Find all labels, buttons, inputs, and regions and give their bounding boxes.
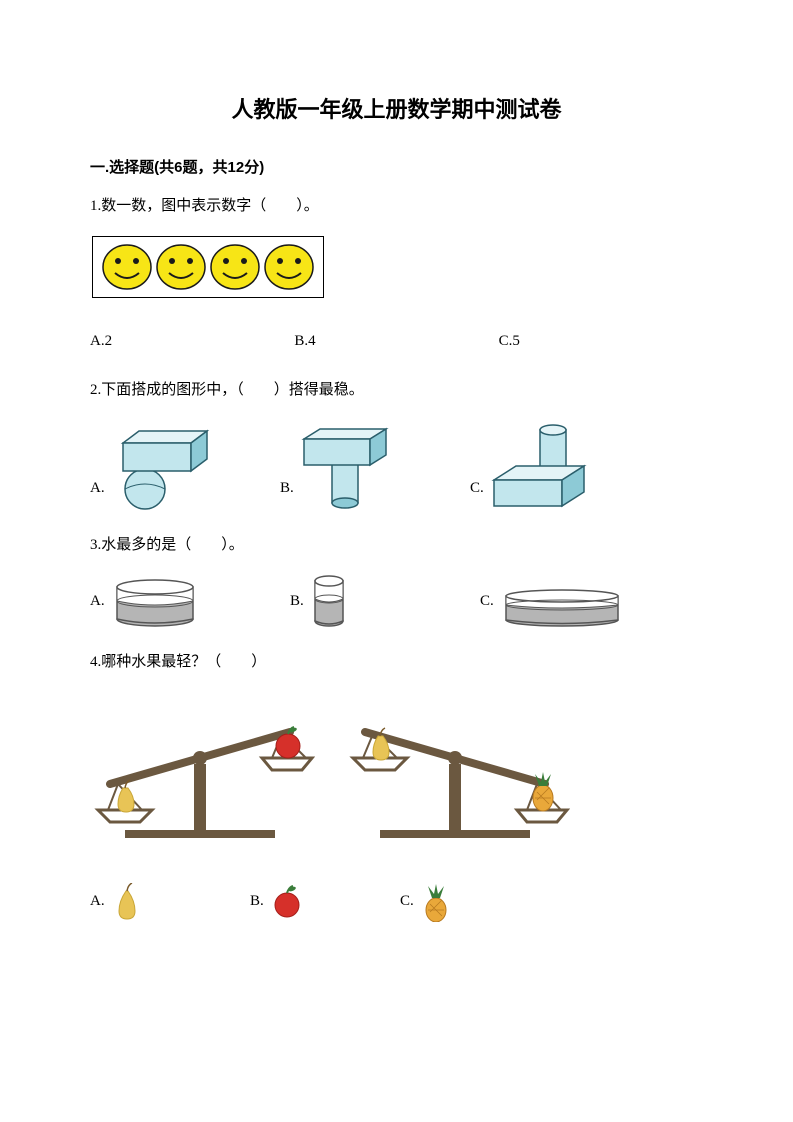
question-3: 3.水最多的是（ ）。 A. B. C. (90, 532, 703, 627)
q1-optB: B.4 (294, 328, 498, 355)
question-4: 4.哪种水果最轻？（ ） (90, 649, 703, 922)
q2-optA-label: A. (90, 475, 105, 502)
q3-optB-label: B. (290, 588, 304, 615)
question-1: 1.数一数，图中表示数字（ ）。 A.2 B.4 C (90, 193, 703, 355)
pear-icon (113, 883, 141, 921)
q1-options: A.2 B.4 C.5 (90, 328, 703, 355)
smiley-box (92, 236, 324, 298)
section-header: 一.选择题(共6题，共12分) (90, 154, 703, 181)
q2-optC-label: C. (470, 475, 484, 502)
smiley-icon (209, 241, 261, 293)
block-on-sphere-icon (109, 425, 219, 510)
q3-options: A. B. C. (90, 575, 703, 627)
page-title: 人教版一年级上册数学期中测试卷 (90, 90, 703, 130)
smiley-icon (101, 241, 153, 293)
q2-options: A. B. C. (90, 420, 703, 510)
balance-scale-2-icon (345, 692, 570, 842)
q4-optC-label: C. (400, 888, 414, 915)
q3-optC-label: C. (480, 588, 494, 615)
q1-text: 1.数一数，图中表示数字（ ）。 (90, 193, 703, 220)
cup-medium-icon (113, 579, 198, 627)
smiley-icon (263, 241, 315, 293)
q4-scales (90, 692, 703, 842)
apple-icon (272, 885, 302, 919)
cup-wide-icon (502, 589, 622, 627)
q4-optB-label: B. (250, 888, 264, 915)
pineapple-icon (422, 882, 450, 922)
question-2: 2.下面搭成的图形中，（ ）搭得最稳。 A. B. (90, 377, 703, 510)
q4-text: 4.哪种水果最轻？（ ） (90, 649, 703, 676)
cylinder-on-block-icon (488, 420, 593, 510)
block-on-cylinder-icon (298, 425, 393, 510)
q3-text: 3.水最多的是（ ）。 (90, 532, 703, 559)
q2-text: 2.下面搭成的图形中，（ ）搭得最稳。 (90, 377, 703, 404)
q1-optA: A.2 (90, 328, 294, 355)
smiley-icon (155, 241, 207, 293)
q3-optA-label: A. (90, 588, 105, 615)
q1-optC: C.5 (499, 328, 703, 355)
q4-optA-label: A. (90, 888, 105, 915)
balance-scale-1-icon (90, 692, 315, 842)
q4-options: A. B. C. (90, 882, 703, 922)
q2-optB-label: B. (280, 475, 294, 502)
cup-small-icon (312, 575, 346, 627)
